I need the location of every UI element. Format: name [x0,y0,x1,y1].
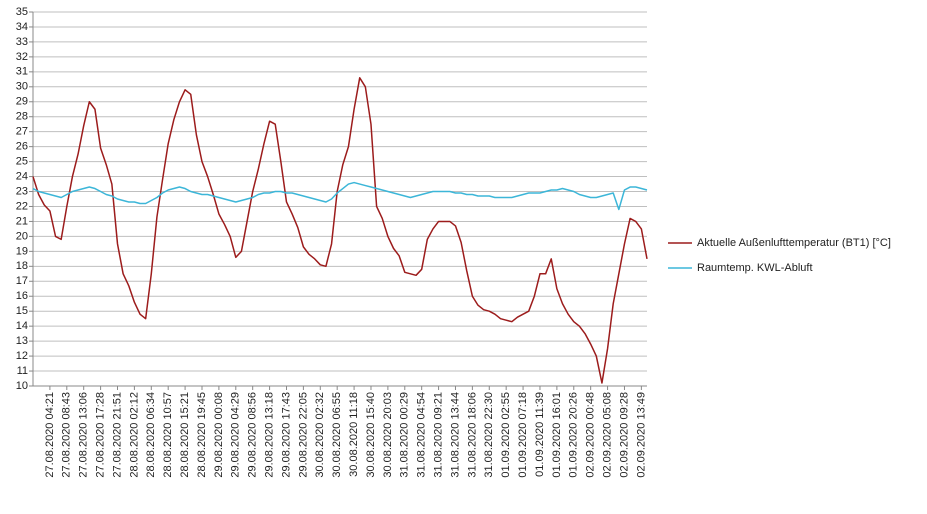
x-tick-label: 30.08.2020 20:03 [382,392,394,478]
y-tick-label: 15 [16,305,28,317]
x-tick-label: 29.08.2020 08:56 [247,392,259,478]
x-tick-label: 29.08.2020 17:43 [280,392,292,478]
x-tick-label: 27.08.2020 08:43 [61,392,73,478]
series-line [32,77,648,384]
x-tick-label: 01.09.2020 20:26 [568,392,580,478]
y-tick-label: 10 [16,380,28,392]
y-tick-label: 13 [16,335,28,347]
x-tick-label: 31.08.2020 13:44 [449,392,461,478]
x-tick-label: 30.08.2020 06:55 [331,392,343,478]
y-tick-label: 11 [17,365,28,377]
y-tick-label: 35 [16,6,28,18]
x-tick-label: 01.09.2020 11:39 [534,392,546,477]
x-tick-label: 31.08.2020 04:54 [416,392,428,478]
y-tick-label: 23 [16,185,28,197]
x-tick-label: 02.09.2020 13:49 [635,392,647,478]
y-tick-label: 16 [16,290,28,302]
y-tick-label: 29 [16,96,28,108]
x-tick-label: 28.08.2020 10:57 [162,392,174,478]
x-tick-label: 27.08.2020 17:28 [95,392,107,478]
x-tick-label: 28.08.2020 06:34 [145,392,157,478]
x-tick-label: 28.08.2020 19:45 [196,392,208,478]
y-tick-label: 22 [16,200,28,212]
x-tick-label: 02.09.2020 05:08 [601,392,613,478]
x-tick-label: 02.09.2020 00:48 [585,392,597,478]
y-tick-label: 32 [16,51,28,63]
y-tick-label: 27 [16,126,28,138]
x-tick-label: 27.08.2020 04:21 [44,392,56,478]
x-tick-label: 27.08.2020 21:51 [111,392,123,478]
x-tick-label: 28.08.2020 02:12 [128,392,140,478]
x-tick-label: 27.08.2020 13:06 [78,392,90,478]
x-tick-label: 29.08.2020 04:29 [230,392,242,478]
x-tick-label: 29.08.2020 22:05 [297,392,309,478]
x-tick-label: 28.08.2020 15:21 [179,392,191,478]
x-tick-label: 29.08.2020 13:18 [263,392,275,478]
y-tick-label: 25 [16,156,28,168]
x-tick-label: 01.09.2020 02:55 [500,392,512,478]
y-tick-label: 21 [16,215,28,227]
y-tick-label: 17 [16,275,28,287]
x-tick-label: 31.08.2020 18:06 [466,392,478,478]
x-tick-label: 30.08.2020 15:40 [365,392,377,478]
y-tick-label: 19 [16,245,28,257]
series-line [32,181,648,211]
y-tick-label: 30 [16,81,28,93]
y-tick-label: 24 [16,170,28,182]
x-tick-label: 29.08.2020 00:08 [213,392,225,478]
x-tick-label: 31.08.2020 22:30 [483,392,495,478]
y-tick-label: 31 [16,66,28,78]
y-tick-label: 34 [16,21,28,33]
x-tick-label: 30.08.2020 11:18 [348,392,360,477]
y-tick-label: 28 [16,111,28,123]
y-tick-label: 26 [16,141,28,153]
y-tick-label: 33 [16,36,28,48]
x-tick-label: 01.09.2020 16:01 [551,392,563,478]
legend-label: Aktuelle Außenlufttemperatur (BT1) [°C] [697,237,891,249]
x-tick-label: 31.08.2020 00:29 [399,392,411,478]
y-tick-label: 20 [16,230,28,242]
y-tick-label: 14 [16,320,28,332]
x-tick-label: 31.08.2020 09:21 [432,392,444,478]
legend-label: Raumtemp. KWL-Abluft [697,262,813,274]
y-tick-label: 12 [16,350,28,362]
y-tick-label: 18 [16,260,28,272]
x-tick-label: 30.08.2020 02:32 [314,392,326,478]
x-tick-label: 02.09.2020 09:28 [618,392,630,478]
x-tick-label: 01.09.2020 07:18 [517,392,529,478]
